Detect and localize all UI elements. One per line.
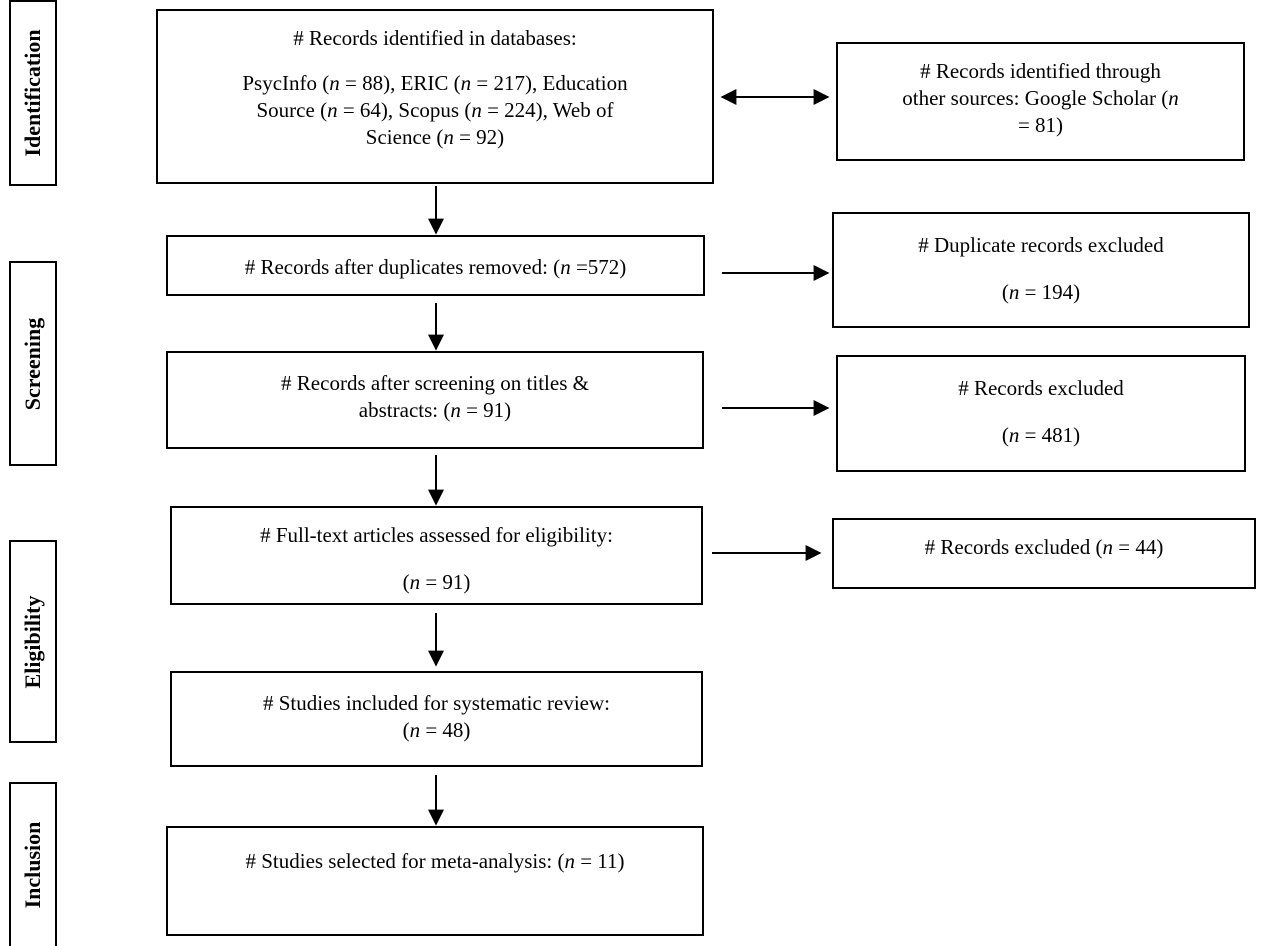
systematic-title: # Studies included for systematic review… (262, 691, 610, 715)
box-fulltext-assessed: # Full-text articles assessed for eligib… (170, 506, 703, 605)
stage-eligibility: Eligibility (9, 540, 57, 743)
box-after-duplicates: # Records after duplicates removed: (n =… (166, 235, 705, 296)
records-excluded-count: (n = 481) (1001, 423, 1081, 447)
stage-identification: Identification (9, 0, 57, 186)
records-excluded-44-text: # Records excluded (n = 44) (924, 535, 1164, 559)
fulltext-title: # Full-text articles assessed for eligib… (260, 523, 613, 547)
box-records-excluded: # Records excluded (n = 481) (836, 355, 1246, 472)
box-after-screening: # Records after screening on titles & ab… (166, 351, 704, 449)
other-sources-line2: other sources: Google Scholar (n (902, 86, 1179, 110)
box-other-sources: # Records identified through other sourc… (836, 42, 1245, 161)
duplicates-excluded-count: (n = 194) (1001, 280, 1081, 304)
meta-analysis-text: # Studies selected for meta-analysis: (n… (245, 849, 625, 873)
records-identified-line1: PsycInfo (n = 88), ERIC (n = 217), Educa… (242, 71, 628, 95)
box-systematic-review: # Studies included for systematic review… (170, 671, 703, 767)
fulltext-count: (n = 91) (402, 570, 471, 594)
stage-inclusion: Inclusion (9, 782, 57, 946)
box-records-excluded-44: # Records excluded (n = 44) (832, 518, 1256, 589)
box-duplicates-excluded: # Duplicate records excluded (n = 194) (832, 212, 1250, 328)
records-identified-title: # Records identified in databases: (293, 26, 577, 50)
other-sources-line1: # Records identified through (920, 59, 1161, 83)
after-screening-line1: # Records after screening on titles & (281, 371, 589, 395)
after-screening-line2: abstracts: (n = 91) (358, 398, 512, 422)
duplicates-excluded-title: # Duplicate records excluded (918, 233, 1164, 257)
other-sources-line3: = 81) (1017, 113, 1064, 137)
records-identified-line3: Science (n = 92) (365, 125, 505, 149)
box-records-identified: # Records identified in databases: PsycI… (156, 9, 714, 184)
after-duplicates-text: # Records after duplicates removed: (n =… (244, 255, 627, 279)
systematic-count: (n = 48) (402, 718, 471, 742)
box-meta-analysis: # Studies selected for meta-analysis: (n… (166, 826, 704, 936)
records-excluded-title: # Records excluded (958, 376, 1124, 400)
records-identified-line2: Source (n = 64), Scopus (n = 224), Web o… (256, 98, 614, 122)
stage-screening: Screening (9, 261, 57, 466)
